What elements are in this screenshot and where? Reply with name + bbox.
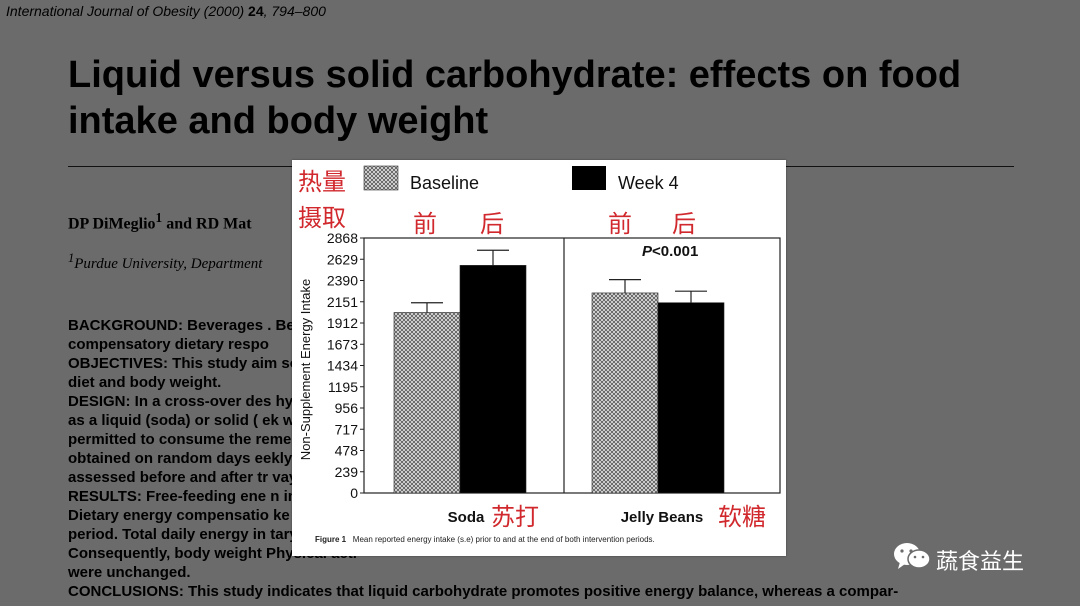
figure-caption: Figure 1 Mean reported energy intake (s.… [315,535,655,544]
wechat-icon [894,543,931,569]
bar-week4-0 [459,265,527,494]
legend-label-baseline: Baseline [410,173,479,193]
annotation-after-soda: 后 [480,210,504,238]
category-label-0: Soda [448,509,485,526]
annotation-after-jelly: 后 [672,210,696,238]
annotation-energy-2: 摄取 [298,204,346,232]
legend-label-week4: Week 4 [618,173,679,193]
y-tick-label: 1434 [327,358,358,374]
y-tick-label: 2868 [327,230,358,246]
abstract-line: CONCLUSIONS: This study indicates that l… [68,583,899,600]
legend-swatch-baseline [363,165,399,191]
p-value-label: P<0.001 [642,243,698,260]
y-tick-label: 956 [335,400,359,416]
figure-panel: Baseline Week 4 0 239 478 717 956 1195 1434 1673… [292,160,786,556]
watermark-text: 蔬食益生 [936,549,1025,574]
y-tick-label: 2629 [327,251,358,267]
y-tick-label: 1195 [328,379,358,395]
abstract-line: compensatory dietary respo [68,336,269,353]
y-tick-label: 239 [335,464,359,480]
annotation-jelly: 软糖 [718,503,766,531]
bar-baseline-0 [393,312,461,494]
paper-title: Liquid versus solid carbohydrate: effect… [68,54,962,142]
bar-week4-1 [657,302,725,494]
abstract-line: were unchanged. [68,564,191,581]
y-tick-label: 2390 [327,273,358,289]
affiliation: 1Purdue University, Department [68,251,263,272]
annotation-soda: 苏打 [491,503,539,531]
y-axis-label: Non-Supplement Energy Intake [298,279,313,460]
watermark: 蔬食益生 [892,540,1052,576]
authors: DP DiMeglio1 and RD Mat [68,210,252,233]
category-label-1: Jelly Beans [621,509,704,526]
abstract-line: Consequently, body weight Physical acti [68,545,357,562]
bar-chart: Baseline Week 4 0 239 478 717 956 1195 1434 1673… [298,165,781,531]
annotation-energy-1: 热量 [298,168,346,196]
y-tick-label: 717 [335,421,359,437]
y-tick-label: 0 [350,485,358,501]
y-tick-label: 2151 [327,294,358,310]
journal-citation: International Journal of Obesity (2000) … [6,3,326,19]
y-tick-label: 478 [335,443,359,459]
legend-swatch-week4 [572,166,606,190]
annotation-before-soda: 前 [413,210,437,238]
abstract-line: diet and body weight. [68,374,222,391]
bar-baseline-1 [591,292,659,494]
y-tick-label: 1673 [327,336,358,352]
annotation-before-jelly: 前 [608,210,632,238]
y-tick-label: 1912 [327,315,358,331]
